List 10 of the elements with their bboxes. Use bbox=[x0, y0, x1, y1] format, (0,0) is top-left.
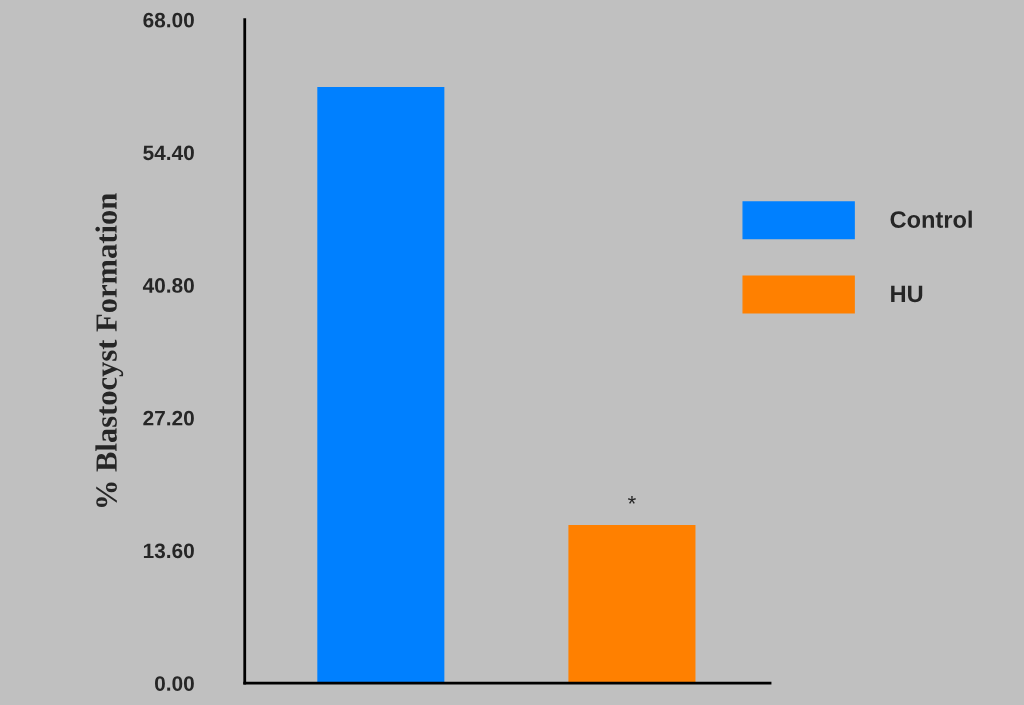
y-tick-label: 40.80 bbox=[142, 278, 194, 293]
y-tick-label: 68.00 bbox=[143, 12, 194, 28]
legend-label: HU bbox=[891, 285, 923, 303]
y-tick-label: 13.60 bbox=[143, 543, 194, 559]
y-tick-label: 0.00 bbox=[155, 676, 194, 691]
y-axis-title: % Blastocyst Formation bbox=[95, 193, 124, 508]
legend-label: Control bbox=[890, 210, 972, 228]
y-tick-label: 27.20 bbox=[143, 410, 194, 426]
y-tick-label: 54.40 bbox=[143, 145, 194, 161]
annotation: * bbox=[627, 495, 636, 504]
